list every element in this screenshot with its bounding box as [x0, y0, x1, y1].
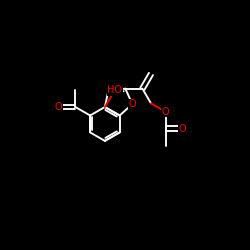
Text: O: O: [162, 107, 170, 117]
Text: O: O: [179, 124, 186, 134]
Text: O: O: [128, 99, 136, 109]
Text: O: O: [54, 102, 62, 112]
Text: HO: HO: [108, 85, 122, 95]
